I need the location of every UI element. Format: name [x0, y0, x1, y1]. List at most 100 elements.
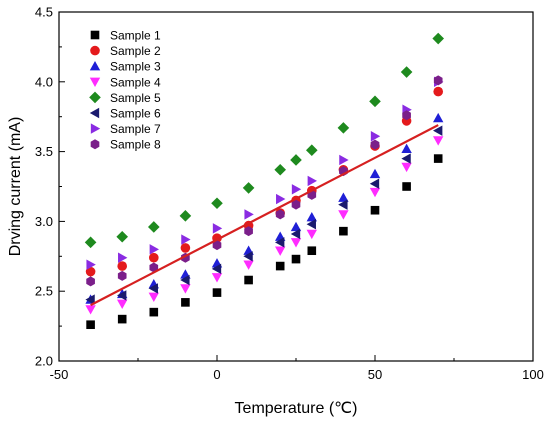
data-point [369, 95, 381, 108]
legend-marker [90, 123, 101, 134]
data-point [86, 259, 96, 270]
legend-item: Sample 2 [90, 44, 161, 58]
data-point [369, 168, 381, 179]
data-point [117, 314, 127, 324]
data-point [180, 243, 191, 253]
x-tick-label: 50 [368, 367, 382, 382]
series-1 [86, 154, 443, 330]
data-point [118, 252, 128, 263]
data-point [433, 86, 444, 97]
data-point [370, 205, 380, 215]
data-point [338, 192, 349, 202]
data-point [244, 226, 253, 237]
data-point [291, 184, 302, 195]
data-point [369, 178, 380, 189]
data-point [117, 261, 127, 271]
data-point [149, 244, 159, 255]
legend-label: Sample 6 [110, 107, 161, 121]
legend-item: Sample 4 [89, 75, 161, 89]
data-point [306, 229, 317, 240]
x-tick-label: -50 [50, 367, 69, 382]
data-point [86, 320, 95, 330]
data-point [276, 193, 286, 205]
y-tick-label: 3.5 [35, 144, 53, 159]
legend-marker [90, 139, 100, 150]
data-point [85, 305, 96, 315]
data-point [339, 154, 349, 166]
data-point [117, 290, 127, 301]
series-4 [85, 136, 444, 315]
data-point [401, 143, 412, 153]
data-point [243, 251, 253, 262]
data-point [181, 298, 190, 307]
data-point [85, 266, 96, 277]
data-point [290, 238, 302, 248]
data-point [86, 276, 95, 287]
data-point [84, 236, 97, 249]
data-point [433, 125, 443, 136]
data-point [275, 261, 285, 271]
legend-label: Sample 3 [110, 60, 161, 74]
series-6 [85, 125, 443, 305]
series-8 [86, 75, 443, 287]
legend-label: Sample 7 [110, 122, 161, 136]
legend-marker [89, 61, 101, 71]
y-tick-label: 4.0 [35, 74, 53, 89]
data-point [244, 275, 253, 285]
data-point [370, 131, 381, 142]
legend-label: Sample 2 [110, 44, 161, 58]
legend-marker [89, 91, 101, 104]
data-point [212, 223, 223, 234]
data-point [211, 263, 222, 275]
data-point [290, 154, 302, 166]
data-point [306, 212, 317, 222]
axes: -50 0 50 100 2.0 2.5 3.0 3.5 4.0 4.5 [35, 5, 544, 383]
data-point [306, 144, 318, 156]
data-point [149, 307, 159, 317]
data-point [212, 288, 222, 297]
data-point [275, 246, 286, 256]
legend-label: Sample 5 [110, 91, 161, 105]
data-point [181, 234, 191, 245]
legend-label: Sample 8 [110, 138, 161, 152]
data-point [432, 32, 444, 45]
legend-item: Sample 8 [90, 138, 161, 152]
y-axis-title: Drving current (mA) [7, 117, 24, 257]
data-point [274, 163, 286, 176]
data-point [370, 139, 380, 150]
data-point [433, 112, 444, 123]
data-point [337, 122, 350, 134]
legend-label: Sample 4 [110, 75, 161, 89]
legend-item: Sample 5 [89, 91, 161, 105]
data-point [148, 292, 159, 302]
data-point [291, 254, 301, 264]
data-point [339, 226, 348, 236]
data-point [244, 209, 254, 220]
data-point [290, 221, 302, 232]
data-point [338, 199, 348, 210]
data-point [338, 210, 349, 220]
data-point [369, 187, 381, 198]
legend-item: Sample 6 [89, 107, 161, 121]
legend-marker [90, 45, 100, 56]
y-tick-label: 3.0 [35, 214, 53, 229]
data-point [180, 274, 190, 286]
x-tick-label: 100 [522, 367, 544, 382]
data-point [290, 228, 301, 240]
data-point [307, 175, 317, 187]
data-point [307, 246, 317, 256]
data-point [400, 66, 413, 78]
data-point [148, 283, 158, 294]
data-point [148, 221, 160, 233]
y-tick-label: 4.5 [35, 5, 53, 20]
legend-label: Sample 1 [110, 29, 161, 43]
data-point [433, 136, 444, 146]
data-point [211, 197, 223, 210]
legend-marker [89, 107, 100, 119]
data-point [402, 110, 411, 121]
y-tick-label: 2.0 [35, 354, 53, 369]
data-point [433, 75, 443, 86]
legend-item: Sample 7 [90, 122, 161, 136]
